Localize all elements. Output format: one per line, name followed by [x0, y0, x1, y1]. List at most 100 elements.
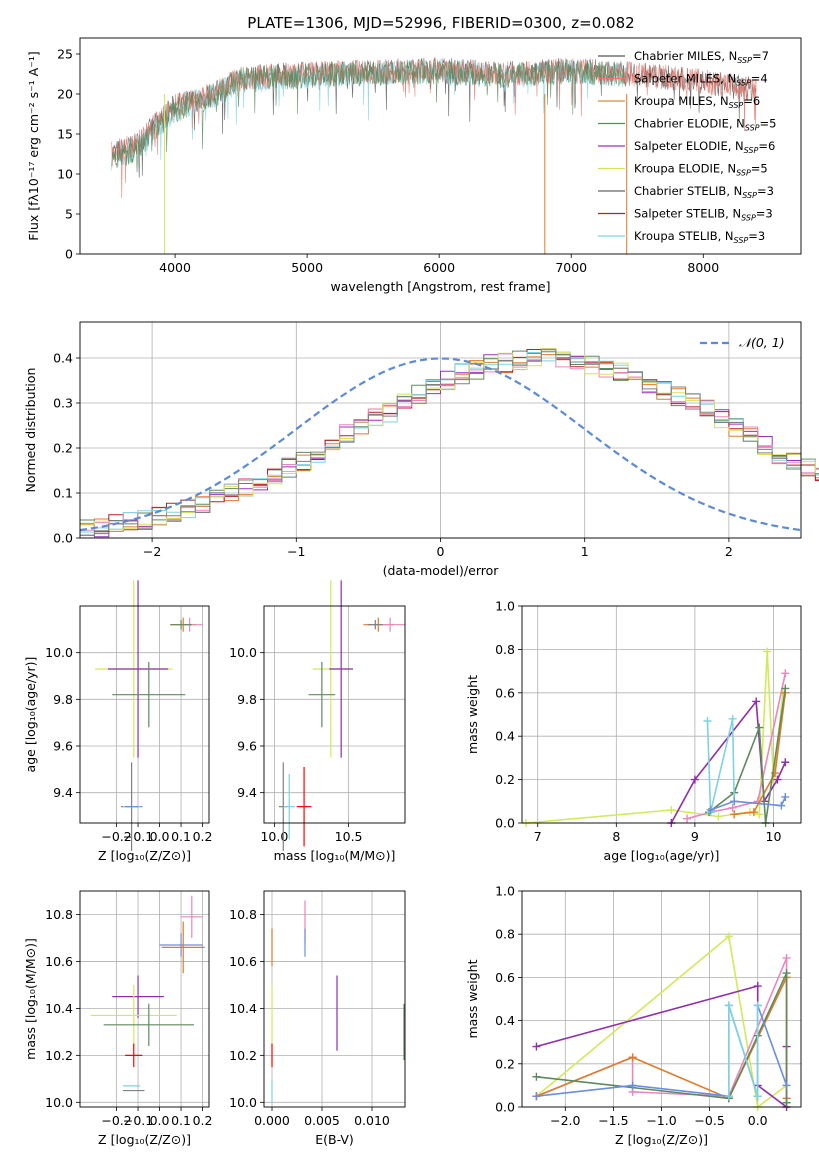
x-tick-label: 2 [725, 544, 733, 559]
massweight_vs_age-chart: 7 8 9 10 0.0 0.2 0.4 0.6 0.8 1.0 age [log₁₀(age/yr… [465, 599, 802, 863]
axes-frame [79, 321, 802, 539]
y-tick-label: 10 [57, 167, 73, 182]
series-marker [782, 1081, 791, 1090]
y-tick-label: 25 [57, 47, 73, 62]
series-marker [667, 805, 676, 814]
x-tick-label: −1.0 [646, 1113, 676, 1128]
x-axis-label: E(B-V) [315, 1132, 354, 1147]
mass_vs_ebv-chart: 0.000 0.005 0.010 10.0 10.2 10.4 10.6 10.8 E(B-V… [229, 890, 406, 1147]
x-axis-label: age [log₁₀(age/yr)] [604, 848, 720, 863]
y-tick-label: 5 [65, 207, 73, 222]
series-marker [752, 697, 761, 706]
series-line [706, 718, 735, 813]
axes-frame [521, 890, 802, 1108]
legend-label: Chabrier STELIB, NSSP=3 [634, 184, 774, 200]
x-axis-label: wavelength [Angstrom, rest frame] [330, 279, 550, 294]
y-tick-label: 0.6 [495, 970, 515, 985]
x-tick-label: −2.0 [550, 1113, 580, 1128]
histogram-step-line [80, 349, 819, 536]
age_vs_mass-chart: 10.0 10.5 9.4 9.6 9.8 10.0 mass [log₁₀(M/M⊙)] [229, 580, 406, 863]
massweight_vs_Z-chart: −2.0 −1.5 −1.0 −0.5 0.0 0.0 0.2 0.4 0.6 0.8 1.0 Z [… [465, 884, 802, 1147]
y-tick-label: 0.1 [53, 486, 73, 501]
series-marker [706, 805, 715, 814]
series-marker [781, 684, 790, 693]
series-marker [782, 969, 791, 978]
x-tick-label: 10.0 [260, 829, 288, 844]
series-marker [753, 1001, 762, 1010]
y-tick-label: 0.2 [53, 441, 73, 456]
y-tick-label: 10.0 [229, 1095, 257, 1110]
residual-histogram-chart: −2 −1 0 1 2 0.0 0.1 0.2 0.3 0.4 (data-model)/error… [23, 321, 819, 578]
y-tick-label: 15 [57, 127, 73, 142]
series-marker [763, 647, 772, 656]
histogram-step-line [80, 348, 819, 531]
y-tick-label: 0.2 [495, 1056, 515, 1071]
x-tick-label: 0.0 [150, 829, 170, 844]
series-marker [777, 801, 786, 810]
legend-label: Chabrier MILES, NSSP=7 [634, 49, 769, 65]
x-tick-label: 10.5 [335, 829, 363, 844]
series-marker [724, 1092, 733, 1101]
x-tick-label: 0.2 [193, 829, 213, 844]
x-axis-label: (data-model)/error [383, 563, 500, 578]
y-tick-label: 9.8 [53, 692, 73, 707]
y-tick-label: 10.0 [45, 1095, 73, 1110]
y-axis-label: mass weight [465, 959, 480, 1038]
x-tick-label: 0.005 [304, 1113, 340, 1128]
y-tick-label: 9.8 [237, 692, 257, 707]
axes-frame [79, 37, 802, 255]
y-tick-label: 0.6 [495, 685, 515, 700]
spectrum-legend: Chabrier MILES, NSSP=7 Salpeter MILES, NS… [598, 49, 776, 245]
y-tick-label: 9.6 [53, 739, 73, 754]
x-tick-label: −0.2 [101, 1113, 131, 1128]
histogram-step-line [80, 348, 819, 538]
legend-label: Chabrier ELODIE, NSSP=5 [634, 117, 776, 133]
x-tick-label: 0.0 [150, 1113, 170, 1128]
series-marker [728, 803, 737, 812]
histogram-step-line [80, 350, 819, 535]
series-line [710, 796, 787, 811]
x-tick-label: 7 [534, 829, 542, 844]
y-tick-label: 9.4 [237, 785, 257, 800]
axes-frame [521, 605, 802, 824]
legend-label: Kroupa STELIB, NSSP=3 [634, 229, 765, 245]
x-tick-label: 5000 [291, 260, 323, 275]
y-tick-label: 10.8 [45, 907, 73, 922]
x-tick-label: 7000 [555, 260, 587, 275]
series-marker [755, 810, 764, 819]
x-tick-label: 0 [437, 544, 445, 559]
y-tick-label: 9.4 [53, 785, 73, 800]
series-marker [628, 1053, 637, 1062]
axes-frame [79, 605, 210, 824]
x-tick-label: 8000 [687, 260, 719, 275]
axes-frame [79, 890, 210, 1108]
y-tick-label: 1.0 [495, 599, 515, 614]
x-axis-label: Z [log₁₀(Z/Z⊙)] [98, 848, 191, 863]
y-tick-label: 0.4 [495, 729, 515, 744]
x-tick-label: 6000 [423, 260, 455, 275]
series-marker [773, 775, 782, 784]
y-tick-label: 0.8 [495, 642, 515, 657]
series-marker [724, 1001, 733, 1010]
x-tick-label: 9 [691, 829, 699, 844]
mass_vs_Z-chart: −0.2−0.10.0 0.1 0.2 10.0 10.2 10.4 10.6 10.8 Z [… [23, 890, 212, 1147]
x-axis-label: mass [log₁₀(M/M⊙)] [274, 848, 396, 863]
series-line [734, 692, 787, 816]
y-tick-label: 0 [65, 247, 73, 262]
y-tick-label: 0.4 [53, 351, 73, 366]
normal-curve [79, 357, 802, 532]
series-marker [730, 810, 739, 819]
y-axis-label: mass [log₁₀(M/M⊙)] [23, 938, 38, 1060]
series-marker [690, 775, 699, 784]
series-marker [782, 1098, 791, 1107]
series-marker [782, 953, 791, 962]
y-tick-label: 0.0 [53, 531, 73, 546]
series-marker [749, 808, 758, 817]
legend-label: Kroupa MILES, NSSP=6 [634, 94, 760, 110]
histogram-step-line [80, 351, 819, 533]
series-marker [781, 669, 790, 678]
y-tick-label: 9.6 [237, 739, 257, 754]
y-tick-label: 0.3 [53, 396, 73, 411]
x-tick-label: −2 [143, 544, 161, 559]
